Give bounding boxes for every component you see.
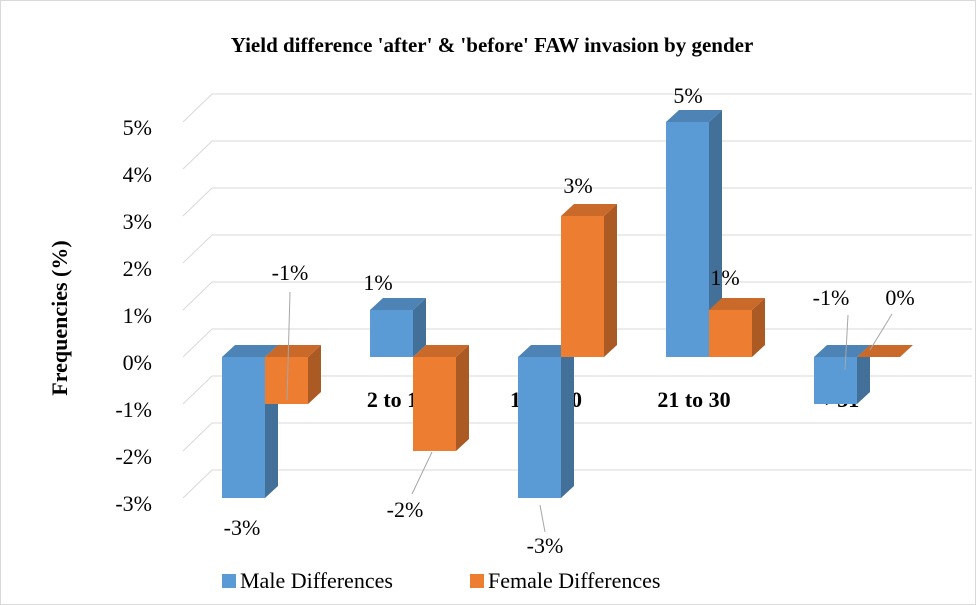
leader-line xyxy=(286,291,291,401)
legend-swatch xyxy=(470,574,484,588)
grid-line xyxy=(182,422,972,452)
leader-line xyxy=(539,504,546,533)
data-label: -1% xyxy=(813,285,850,310)
chart-title: Yield difference 'after' & 'before' FAW … xyxy=(231,33,754,57)
bar-side xyxy=(413,298,426,357)
bar xyxy=(814,357,857,404)
bar-side xyxy=(456,345,469,451)
y-tick-label: 1% xyxy=(123,303,152,328)
legend-swatch xyxy=(222,574,236,588)
data-label: -2% xyxy=(387,497,424,522)
bar-side xyxy=(709,110,722,357)
bar xyxy=(370,310,413,357)
bar-side xyxy=(857,345,870,404)
leader-line xyxy=(869,313,893,351)
bar xyxy=(265,357,308,404)
y-tick-label: -1% xyxy=(115,397,152,422)
y-tick-label: -3% xyxy=(115,491,152,516)
bar-top xyxy=(666,110,722,122)
grid-line xyxy=(182,375,972,405)
y-axis-title: Frequencies (%) xyxy=(47,240,72,395)
data-label: -1% xyxy=(272,260,309,285)
data-label: -3% xyxy=(527,533,564,558)
bar-top xyxy=(561,204,617,216)
data-label: -3% xyxy=(224,515,261,540)
y-tick-label: 5% xyxy=(123,115,152,140)
bar xyxy=(666,122,709,357)
legend-label: Male Differences xyxy=(240,568,393,593)
legend-label: Female Differences xyxy=(488,568,660,593)
bar-top xyxy=(709,298,765,310)
y-tick-label: -2% xyxy=(115,444,152,469)
bar xyxy=(222,357,265,498)
y-tick-label: 4% xyxy=(123,162,152,187)
data-label: 3% xyxy=(563,173,592,198)
data-label: 5% xyxy=(673,83,702,108)
bar xyxy=(709,310,752,357)
bar-top xyxy=(413,345,469,357)
x-tick-label: 21 to 30 xyxy=(657,387,730,412)
bar xyxy=(518,357,561,498)
grid-line xyxy=(182,93,972,123)
bar-top xyxy=(222,345,278,357)
y-tick-label: 3% xyxy=(123,209,152,234)
bar-side xyxy=(604,204,617,357)
data-label: 1% xyxy=(710,265,739,290)
y-tick-label: 0% xyxy=(123,350,152,375)
bar-side xyxy=(308,345,321,404)
data-label: 1% xyxy=(363,270,392,295)
grid-line xyxy=(182,469,972,499)
y-tick-label: 2% xyxy=(123,256,152,281)
bar xyxy=(413,357,456,451)
data-label: 0% xyxy=(885,285,914,310)
bar-top xyxy=(518,345,574,357)
leader-line xyxy=(844,314,849,371)
bar xyxy=(561,216,604,357)
bar-top xyxy=(265,345,321,357)
bar-top xyxy=(370,298,426,310)
bar-side xyxy=(752,298,765,357)
bar-side xyxy=(561,345,574,498)
leader-line xyxy=(411,451,433,495)
bar-top xyxy=(814,345,870,357)
